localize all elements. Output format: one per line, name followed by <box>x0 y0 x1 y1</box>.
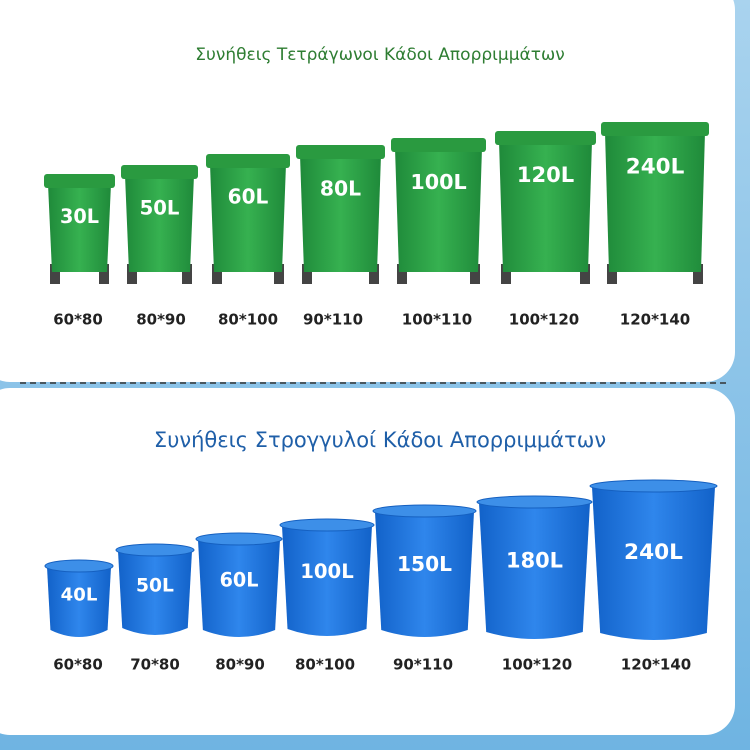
bin-lid <box>206 154 290 168</box>
bins: 30L 60*80 50L 80*90 60L 80*100 80L 90*110 100L 10… <box>44 122 718 674</box>
capacity-label: 60L <box>228 185 269 209</box>
size-label: 90*110 <box>393 656 453 674</box>
bin-lid <box>391 138 486 152</box>
bin-body <box>395 148 482 272</box>
bin-body <box>300 155 381 272</box>
size-label: 120*140 <box>620 311 690 329</box>
size-label: 60*80 <box>53 311 103 329</box>
size-label: 100*120 <box>502 656 572 674</box>
round-title: Συνήθεις Στρογγυλοί Κάδοι Απορριμμάτων <box>154 428 606 452</box>
bin-lid <box>601 122 709 136</box>
capacity-label: 100L <box>410 170 466 194</box>
capacity-label: 100L <box>300 560 353 583</box>
bin-lid <box>589 479 718 493</box>
bin-lid <box>495 131 596 145</box>
bin-body <box>210 164 286 272</box>
bin-body <box>118 551 192 635</box>
capacity-label: 50L <box>140 196 180 219</box>
bin-lid <box>476 495 593 509</box>
bin-lid <box>44 174 115 188</box>
capacity-label: 150L <box>397 552 452 576</box>
bin-lid <box>121 165 198 179</box>
capacity-label: 120L <box>517 162 574 187</box>
size-label: 80*90 <box>215 656 265 674</box>
bin-body <box>198 540 280 637</box>
size-label: 120*140 <box>621 656 691 674</box>
size-label: 100*120 <box>509 311 579 329</box>
size-label: 90*110 <box>303 311 363 329</box>
square-title: Συνήθεις Τετράγωνοι Κάδοι Απορριμμάτων <box>195 45 564 65</box>
capacity-label: 180L <box>506 548 563 572</box>
capacity-label: 50L <box>136 575 174 596</box>
bin-body <box>375 512 474 637</box>
bin-lid <box>372 504 477 518</box>
bin-body <box>479 503 590 639</box>
capacity-label: 240L <box>624 540 683 565</box>
size-label: 100*110 <box>402 311 472 329</box>
capacity-label: 80L <box>320 176 361 200</box>
bin-body <box>125 175 194 272</box>
size-label: 80*90 <box>136 311 186 329</box>
size-label: 80*100 <box>218 311 278 329</box>
bin-body <box>282 526 372 636</box>
bin-body <box>48 184 111 272</box>
size-label: 70*80 <box>130 656 180 674</box>
size-label: 60*80 <box>53 656 103 674</box>
capacity-label: 40L <box>61 585 98 606</box>
bin-lid <box>296 145 385 159</box>
capacity-label: 60L <box>220 568 259 591</box>
bin-lid <box>115 543 195 557</box>
bin-body <box>47 567 111 637</box>
bin-lid <box>195 532 283 546</box>
capacity-label: 30L <box>60 205 99 228</box>
size-label: 80*100 <box>295 656 355 674</box>
capacity-label: 240L <box>626 154 685 179</box>
bin-body <box>592 487 715 640</box>
bin-body <box>499 141 592 272</box>
bin-body <box>605 132 705 272</box>
bin-lid <box>44 559 114 573</box>
bin-lid <box>279 518 375 532</box>
